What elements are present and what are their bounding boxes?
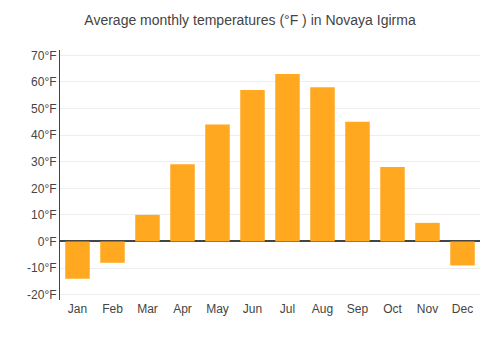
svg-text:May: May (206, 302, 229, 316)
svg-text:Sep: Sep (347, 302, 369, 316)
svg-text:Average monthly temperatures (: Average monthly temperatures (°F ) in No… (84, 12, 416, 28)
svg-text:50°F: 50°F (31, 102, 56, 116)
svg-text:Mar: Mar (137, 302, 158, 316)
svg-text:40°F: 40°F (31, 128, 56, 142)
svg-text:0°F: 0°F (38, 235, 57, 249)
svg-text:Feb: Feb (102, 302, 123, 316)
svg-text:Aug: Aug (312, 302, 333, 316)
svg-text:Apr: Apr (173, 302, 192, 316)
svg-text:Jan: Jan (68, 302, 87, 316)
svg-text:Jun: Jun (243, 302, 262, 316)
svg-text:Dec: Dec (452, 302, 473, 316)
svg-text:30°F: 30°F (31, 155, 56, 169)
svg-text:Nov: Nov (417, 302, 438, 316)
svg-text:10°F: 10°F (31, 208, 56, 222)
svg-text:70°F: 70°F (31, 49, 56, 63)
svg-text:-10°F: -10°F (27, 261, 56, 275)
svg-text:60°F: 60°F (31, 75, 56, 89)
svg-text:Oct: Oct (383, 302, 402, 316)
svg-text:Jul: Jul (280, 302, 295, 316)
svg-text:-20°F: -20°F (27, 288, 56, 302)
svg-text:20°F: 20°F (31, 182, 56, 196)
